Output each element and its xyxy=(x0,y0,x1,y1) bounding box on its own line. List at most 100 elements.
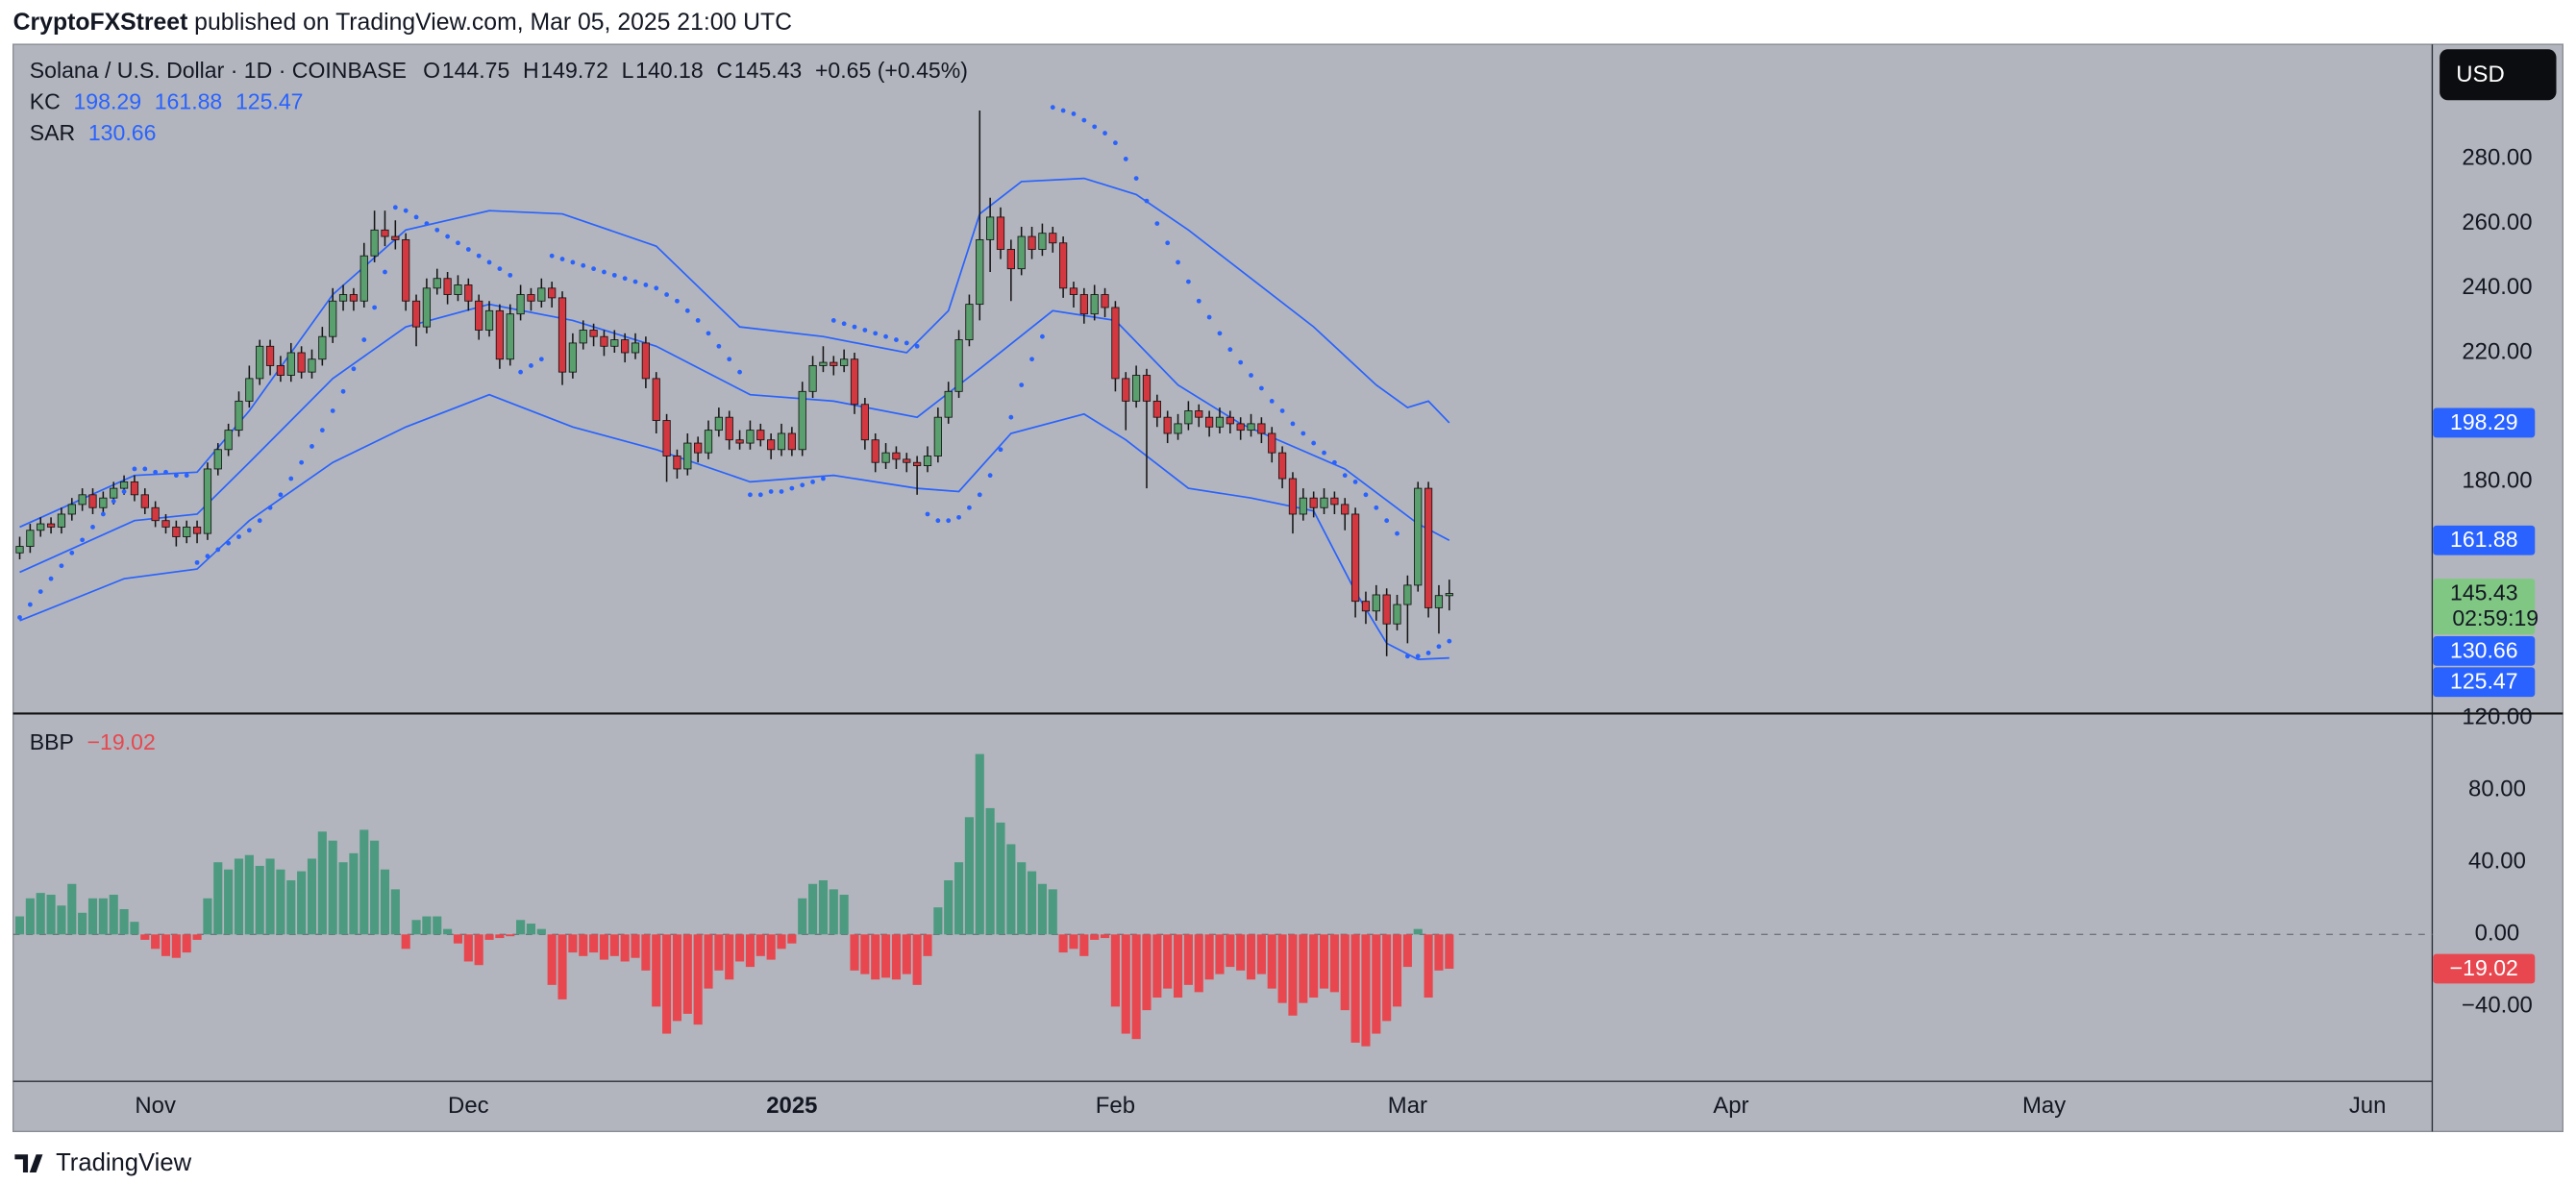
sar-dot xyxy=(215,547,221,553)
sar-dot xyxy=(632,279,638,284)
bbp-badge xyxy=(2433,953,2536,984)
sar-dot xyxy=(977,492,982,498)
sar-dot xyxy=(153,469,159,475)
publish-line: CryptoFXStreet published on TradingView.c… xyxy=(13,9,792,35)
candle-body xyxy=(235,400,243,432)
x-tick-label: 2025 xyxy=(766,1093,817,1119)
bbp-bar xyxy=(526,924,536,935)
candle-body xyxy=(15,546,24,554)
bbp-bar xyxy=(1090,934,1100,940)
sar-dot xyxy=(1176,259,1180,265)
sar-dot xyxy=(779,489,784,494)
x-tick-label: Jun xyxy=(2349,1093,2387,1119)
candle-body xyxy=(1309,497,1318,508)
candle-body xyxy=(1059,242,1068,289)
y-tick-label: 0.00 xyxy=(2475,921,2520,947)
y-tick-label: 280.00 xyxy=(2462,145,2532,171)
candle-body xyxy=(1393,604,1401,625)
sar-dot xyxy=(821,476,826,481)
bbp-bar xyxy=(119,909,129,935)
currency-button-bg[interactable] xyxy=(2440,49,2557,101)
bbp-bar xyxy=(881,934,891,978)
candle-body xyxy=(245,378,254,402)
price-badge xyxy=(2433,635,2536,666)
bbp-bar xyxy=(1361,934,1371,1047)
sar-dot xyxy=(456,240,460,246)
bbp-bar xyxy=(871,934,880,980)
bbp-bar xyxy=(682,934,692,1014)
sar-dot xyxy=(434,227,440,233)
candle-body xyxy=(913,461,922,467)
sar-dot xyxy=(1238,359,1244,365)
sar-dot xyxy=(403,208,409,213)
bbp-bar xyxy=(1382,934,1392,1022)
y-tick-label: −40.00 xyxy=(2462,993,2533,1019)
candle-body xyxy=(996,216,1005,250)
currency-label[interactable]: USD xyxy=(2456,62,2504,87)
bbp-bar xyxy=(631,934,640,958)
bbp-bar xyxy=(1413,928,1423,935)
bbp-bar xyxy=(286,879,296,935)
bbp-bar xyxy=(171,934,181,958)
candle-body xyxy=(694,442,703,454)
candle-body xyxy=(349,294,359,302)
sar-dot xyxy=(288,476,294,481)
sar-dot xyxy=(518,369,523,375)
x-tick-label: Mar xyxy=(1388,1093,1427,1119)
bbp-bar xyxy=(1236,934,1246,971)
sar-dot xyxy=(1447,638,1452,644)
bbp-bar xyxy=(265,858,275,935)
bbp-bar xyxy=(390,889,400,935)
bbp-bar xyxy=(912,934,922,985)
bbp-bar xyxy=(14,916,25,935)
kc-upper-value: 198.29 xyxy=(73,89,141,114)
candle-body xyxy=(67,504,76,515)
bbp-bar xyxy=(818,879,828,935)
candle-body xyxy=(454,284,462,295)
ohlc-name: O xyxy=(423,58,440,83)
candle-body xyxy=(756,430,765,441)
candle-body xyxy=(484,309,494,331)
bbp-bar xyxy=(620,934,630,962)
sar-dot xyxy=(1384,518,1390,524)
candle-body xyxy=(767,439,776,451)
bbp-bar xyxy=(1277,934,1287,1003)
sar-dot xyxy=(121,489,127,494)
candle-body xyxy=(986,216,995,240)
candle-body xyxy=(610,339,619,347)
candle-body xyxy=(161,520,170,528)
sar-dot xyxy=(1008,414,1014,420)
sar-dot xyxy=(173,473,179,479)
candle-body xyxy=(579,330,587,344)
bbp-bar xyxy=(704,934,713,989)
candle-body xyxy=(787,432,796,451)
price-badge-label: 145.43 xyxy=(2450,580,2518,604)
candle-body xyxy=(1028,235,1036,250)
sar-dot xyxy=(998,447,1003,453)
sar-dot xyxy=(413,214,419,220)
bbp-bar xyxy=(338,862,348,935)
sar-dot xyxy=(1217,331,1223,336)
bbp-bar xyxy=(213,862,223,935)
bbp-bar xyxy=(735,934,745,962)
candle-body xyxy=(475,300,483,331)
candle-body xyxy=(1184,410,1193,425)
candle-body xyxy=(725,416,733,441)
sar-dot xyxy=(1092,124,1098,130)
sar-dot xyxy=(508,272,513,278)
bbp-bar xyxy=(1006,844,1016,935)
sar-dot xyxy=(611,272,617,278)
sar-dot xyxy=(664,292,669,297)
bbp-bar xyxy=(1340,934,1350,1011)
sar-dot xyxy=(873,331,879,336)
sar-dot xyxy=(904,340,909,346)
candle-body xyxy=(735,439,744,444)
currency-button[interactable]: USD xyxy=(2440,49,2557,101)
candle-body xyxy=(46,523,56,528)
candle-body xyxy=(1111,307,1120,380)
sar-dot xyxy=(1395,530,1399,536)
candle-body xyxy=(495,309,505,360)
bbp-bar xyxy=(662,934,672,1034)
sar-dot xyxy=(1154,221,1160,227)
kc-name: KC xyxy=(30,89,61,114)
